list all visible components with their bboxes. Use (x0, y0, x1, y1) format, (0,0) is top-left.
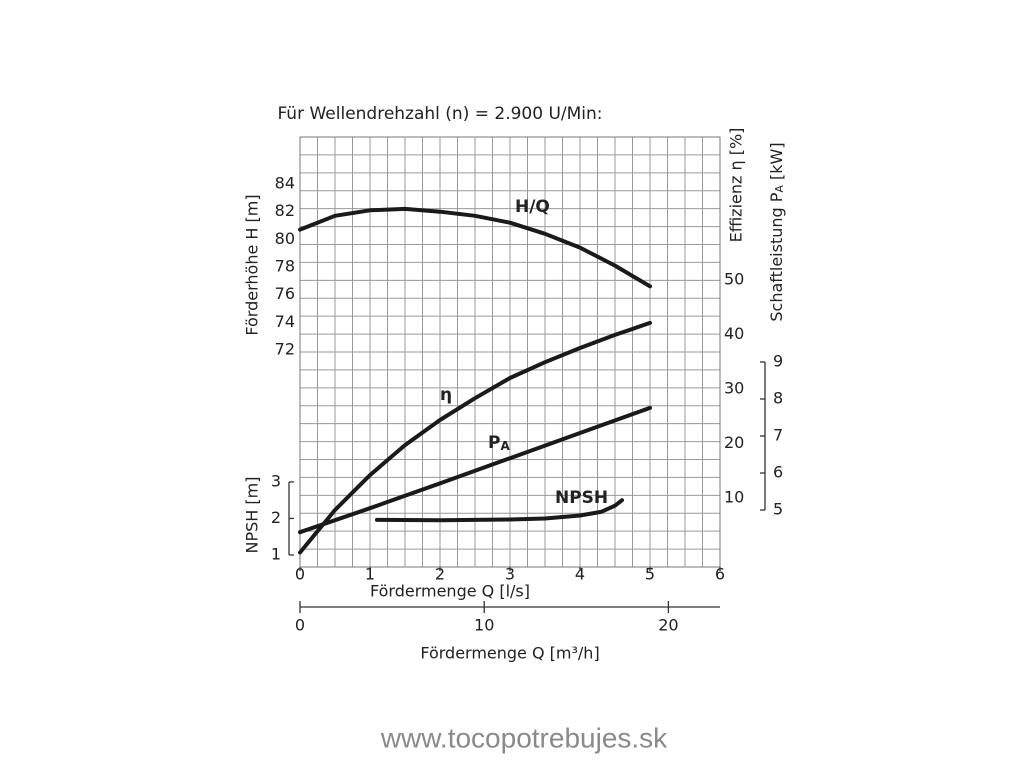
chart-title: Für Wellendrehzahl (n) = 2.900 U/Min: (277, 104, 602, 124)
y-tick-label: 20 (724, 433, 744, 452)
x-tick-label: 1 (365, 565, 375, 584)
y3-axis-title: Schaftleistung PA [kW] (767, 142, 786, 321)
x-tick-label: 5 (645, 565, 655, 584)
x2-tick-label: 10 (474, 616, 494, 635)
curve (298, 206, 652, 289)
curve (375, 498, 624, 523)
y2-axis-title: Effizienz η [%] (727, 128, 746, 243)
curve-label: H/Q (515, 197, 550, 217)
x2-tick-label: 0 (295, 616, 305, 635)
y-tick-label: 40 (724, 324, 744, 343)
y-tick-label: 78 (275, 256, 295, 275)
x-tick-label: 6 (715, 565, 725, 584)
npsh-axis-title: NPSH [m] (243, 477, 262, 554)
title-part: [kW] (767, 142, 786, 185)
y-tick-label: 76 (275, 284, 295, 303)
y-tick-label: 5 (773, 500, 783, 519)
x-tick-label: 0 (295, 565, 305, 584)
y-tick-label: 82 (275, 201, 295, 220)
y-tick-label: 8 (773, 388, 783, 407)
title-part: Schaftleistung P (767, 192, 786, 321)
curve-label: NPSH (555, 488, 608, 508)
x2-tick-label: 20 (658, 616, 678, 635)
y-tick-label: 72 (275, 339, 295, 358)
y-tick-label: 80 (275, 229, 295, 248)
y-tick-label: 50 (724, 269, 744, 288)
y-tick-label: 3 (271, 471, 281, 490)
x-tick-label: 2 (435, 565, 445, 584)
x2-axis-title: Fördermenge Q [m³/h] (420, 644, 599, 663)
y-tick-label: 1 (271, 544, 281, 563)
curve-label: η (440, 385, 452, 405)
y-axis-title: Förderhöhe H [m] (243, 194, 262, 335)
y-tick-label: 84 (275, 174, 295, 193)
curve-label: PA (488, 433, 510, 453)
x-tick-label: 4 (575, 565, 585, 584)
curve (298, 320, 652, 555)
y-tick-label: 2 (271, 508, 281, 527)
title-part: A (773, 185, 786, 193)
watermark: www.tocopotrebujes.sk (380, 722, 668, 753)
x-axis-title: Fördermenge Q [l/s] (370, 582, 530, 601)
label-part: A (500, 439, 510, 453)
y-tick-label: 9 (773, 351, 783, 370)
y-tick-label: 7 (773, 426, 783, 445)
y-tick-label: 10 (724, 487, 744, 506)
y-tick-label: 30 (724, 378, 744, 397)
x-tick-label: 3 (505, 565, 515, 584)
label-part: P (488, 433, 500, 453)
y-tick-label: 6 (773, 463, 783, 482)
y-tick-label: 74 (275, 312, 295, 331)
curve (298, 405, 652, 535)
